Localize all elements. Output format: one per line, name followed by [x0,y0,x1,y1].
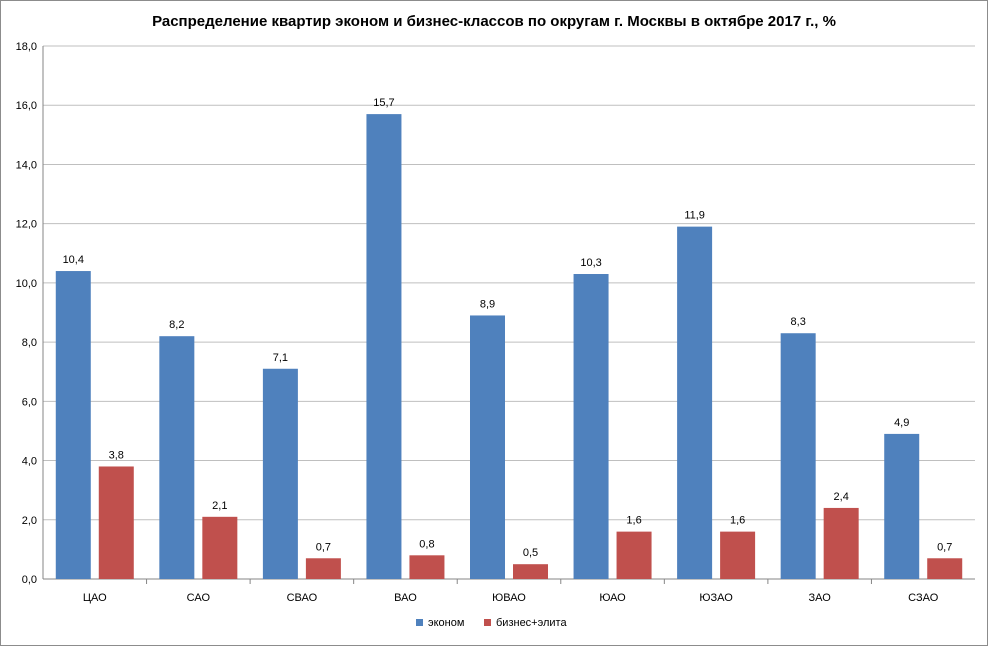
axes: 0,0 2,0 4,0 6,0 8,0 10,0 12,0 14,0 16,0 18,0 ЦАО СА… [16,41,975,604]
bar-biznes-elita [616,531,652,579]
data-label: 1,6 [626,515,641,527]
x-tick-label: СЗАО [908,592,939,604]
data-label: 2,1 [212,500,227,512]
bar-biznes-elita [98,466,134,579]
data-label: 7,1 [273,352,288,364]
legend-swatch [416,619,423,626]
data-label: 10,4 [63,254,84,266]
bar-biznes-elita [305,558,341,579]
bar-biznes-elita [409,555,445,579]
y-tick-label: 0,0 [22,574,37,586]
y-tick-label: 16,0 [16,100,37,112]
data-label: 0,7 [316,541,331,553]
legend-swatch [484,619,491,626]
data-label: 15,7 [373,97,394,109]
data-label: 4,9 [894,417,909,429]
y-tick-label: 18,0 [16,41,37,53]
bar-ekonom [55,271,91,579]
legend-label: бизнес+элита [496,617,567,629]
bar-biznes-elita [823,507,859,579]
y-tick-label: 6,0 [22,396,37,408]
data-label: 8,2 [169,319,184,331]
y-tick-label: 14,0 [16,159,37,171]
y-tick-label: 8,0 [22,337,37,349]
data-label: 3,8 [109,449,124,461]
bar-biznes-elita [202,516,238,579]
legend-label: эконом [428,617,464,629]
bar-ekonom [366,114,402,579]
bar-biznes-elita [927,558,963,579]
x-tick-label: САО [187,592,211,604]
bar-ekonom [780,333,816,579]
y-tick-label: 2,0 [22,515,37,527]
data-label: 1,6 [730,515,745,527]
bar-biznes-elita [513,564,548,579]
data-labels: 10,4 3,8 8,2 2,1 7,1 0,7 15,7 0,8 8,9 0,5 10,3 1,6 1… [63,97,953,559]
bar-ekonom [573,274,609,579]
bar-ekonom [884,433,920,579]
x-tick-label: СВАО [287,592,318,604]
data-label: 0,7 [937,541,952,553]
data-label: 11,9 [684,210,705,222]
gridlines [43,45,975,521]
data-label: 10,3 [580,257,601,269]
data-label: 0,5 [523,547,538,559]
y-tick-label: 12,0 [16,219,37,231]
data-label: 0,8 [419,538,434,550]
bar-biznes-elita [720,531,756,579]
bars [55,114,963,579]
data-label: 8,3 [791,316,806,328]
data-label: 8,9 [480,298,495,310]
x-tick-label: ЮВАО [492,592,526,604]
y-tick-label: 4,0 [22,456,37,468]
bar-ekonom [262,368,298,579]
bar-ekonom [470,315,505,579]
legend: эконом бизнес+элита [416,617,567,629]
x-tick-label: ЦАО [83,592,107,604]
chart-title: Распределение квартир эконом и бизнес-кл… [152,13,836,30]
bar-ekonom [159,336,195,579]
x-tick-label: ЮЗАО [699,592,733,604]
data-label: 2,4 [834,491,849,503]
bar-ekonom [677,226,713,579]
x-tick-label: ЮАО [599,592,626,604]
x-tick-label: ВАО [394,592,417,604]
x-tick-label: ЗАО [809,592,832,604]
y-tick-label: 10,0 [16,278,37,290]
